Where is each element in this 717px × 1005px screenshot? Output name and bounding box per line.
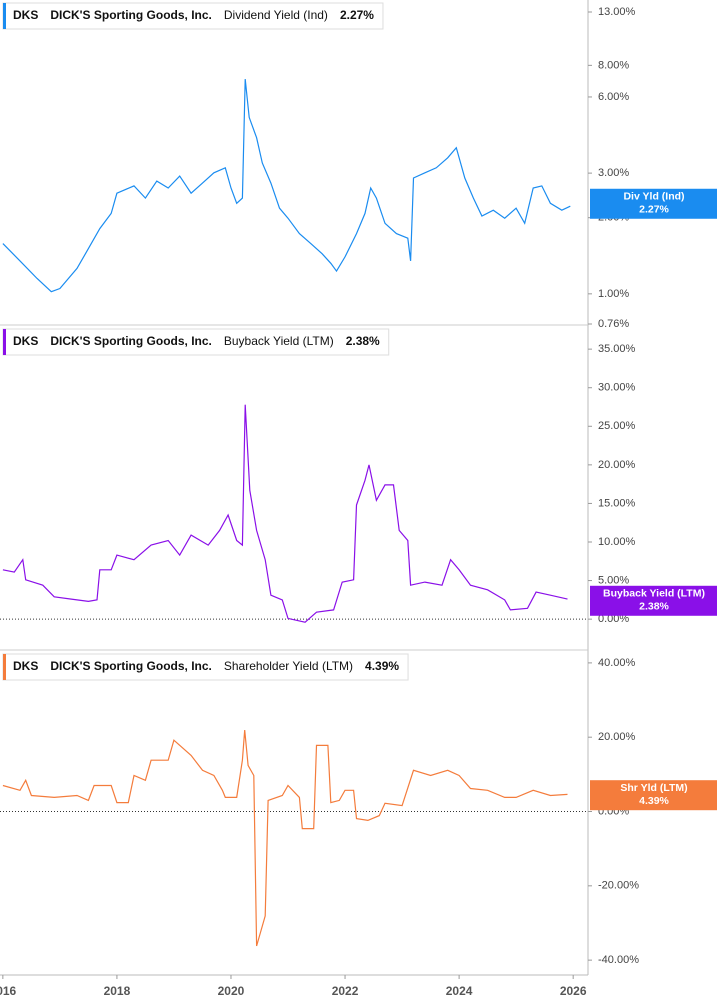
y-tick-label: 35.00%	[598, 343, 636, 355]
header-text: 2.38%	[346, 334, 380, 348]
latest-value-box	[590, 585, 717, 616]
series-header: DKS DICK'S Sporting Goods, Inc. Shareholde…	[2, 653, 409, 681]
y-tick-label: 15.00%	[598, 497, 636, 509]
y-tick-label: -40.00%	[598, 954, 639, 966]
y-tick-label: 3.00%	[598, 167, 629, 179]
y-tick-label: 6.00%	[598, 91, 629, 103]
header-color-bar	[3, 3, 6, 29]
x-tick-label: 2024	[446, 984, 473, 998]
x-tick-label: 2016	[0, 984, 17, 998]
series-line	[2, 730, 568, 947]
header-text: DICK'S Sporting Goods, Inc.	[50, 334, 212, 348]
header-text: DKS	[13, 8, 38, 22]
y-tick-label: 0.00%	[598, 613, 629, 625]
header-text: DICK'S Sporting Goods, Inc.	[50, 8, 212, 22]
x-tick-label: 2018	[104, 984, 131, 998]
y-tick-label: 20.00%	[598, 459, 636, 471]
latest-name: Div Yld (Ind)	[623, 191, 684, 203]
latest-label: 2.38%	[639, 601, 669, 613]
series-line	[2, 79, 571, 293]
series-header: DKS DICK'S Sporting Goods, Inc. Buyback Yi…	[2, 328, 390, 356]
header-text: Dividend Yield (Ind)	[224, 8, 328, 22]
header-box	[2, 653, 409, 681]
header-text: Buyback Yield (LTM)	[224, 334, 334, 348]
x-tick-label: 2026	[560, 984, 587, 998]
header-box	[2, 2, 384, 30]
y-tick-label: 13.00%	[598, 6, 636, 18]
latest-label: 2.27%	[639, 204, 669, 216]
latest-value-box	[590, 780, 717, 811]
y-tick-label: 0.76%	[598, 318, 629, 330]
y-tick-label: 30.00%	[598, 382, 636, 394]
y-tick-label: -20.00%	[598, 880, 639, 892]
y-tick-label: 8.00%	[598, 59, 629, 71]
header-text: DICK'S Sporting Goods, Inc.	[50, 659, 212, 673]
y-tick-label: 10.00%	[598, 536, 636, 548]
header-color-bar	[3, 654, 6, 680]
series-line	[2, 404, 568, 623]
y-tick-label: 40.00%	[598, 657, 636, 669]
header-text: DKS	[13, 334, 38, 348]
header-text: 4.39%	[365, 659, 399, 673]
latest-name: Buyback Yield (LTM)	[603, 588, 705, 600]
y-tick-label: 25.00%	[598, 420, 636, 432]
series-header: DKS DICK'S Sporting Goods, Inc. Dividend Y…	[2, 2, 384, 30]
x-tick-label: 2020	[218, 984, 245, 998]
y-tick-label: 5.00%	[598, 574, 629, 586]
y-tick-label: 1.00%	[598, 288, 629, 300]
y-tick-label: 20.00%	[598, 731, 636, 743]
header-text: DKS	[13, 659, 38, 673]
header-text: Shareholder Yield (LTM)	[224, 659, 353, 673]
x-tick-label: 2022	[332, 984, 359, 998]
latest-name: Shr Yld (LTM)	[620, 782, 687, 794]
latest-value-box	[590, 188, 717, 219]
header-color-bar	[3, 329, 6, 355]
header-text: 2.27%	[340, 8, 374, 22]
latest-label: 4.39%	[639, 795, 669, 807]
